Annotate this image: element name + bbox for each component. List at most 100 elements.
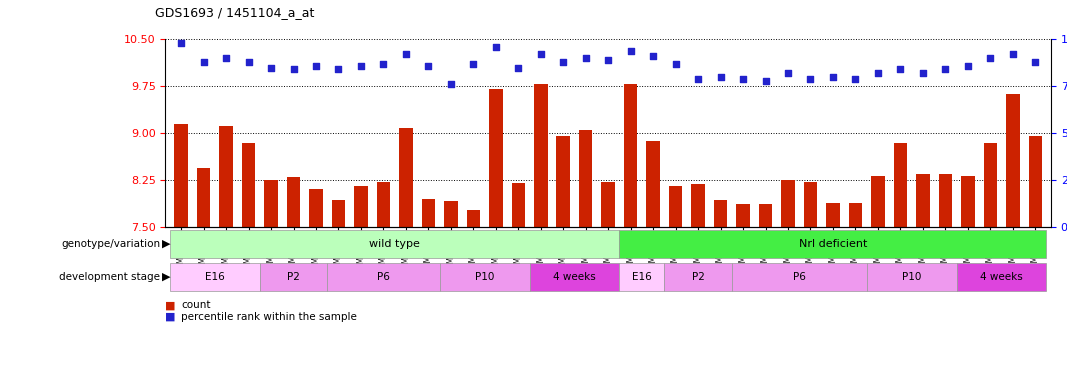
Bar xyxy=(421,199,435,227)
Text: count: count xyxy=(181,300,211,310)
Point xyxy=(510,64,527,70)
Point xyxy=(914,70,931,76)
Text: P6: P6 xyxy=(793,272,806,282)
Point xyxy=(667,61,684,67)
Point xyxy=(937,66,954,72)
Bar xyxy=(781,180,795,227)
Point xyxy=(577,55,594,61)
Point xyxy=(397,51,414,57)
Text: 4 weeks: 4 weeks xyxy=(553,272,595,282)
Point xyxy=(307,63,324,69)
Bar xyxy=(265,180,277,227)
Point xyxy=(218,55,235,61)
Point xyxy=(802,76,819,82)
Bar xyxy=(620,230,1047,258)
Bar xyxy=(242,142,255,227)
Point xyxy=(352,63,369,69)
Bar xyxy=(196,168,210,227)
Text: ■: ■ xyxy=(165,300,176,310)
Text: 4 weeks: 4 weeks xyxy=(981,272,1023,282)
Text: P2: P2 xyxy=(691,272,704,282)
Text: Nrl deficient: Nrl deficient xyxy=(799,239,867,249)
Point xyxy=(173,40,190,46)
Point xyxy=(622,48,639,54)
Bar xyxy=(466,210,480,227)
Bar xyxy=(440,263,529,291)
Bar xyxy=(917,174,929,227)
Text: P2: P2 xyxy=(287,272,300,282)
Bar xyxy=(871,176,885,227)
Point xyxy=(825,74,842,80)
Point xyxy=(1026,59,1044,65)
Text: ▶: ▶ xyxy=(162,239,171,249)
Bar xyxy=(647,141,659,227)
Bar xyxy=(826,203,840,227)
Point xyxy=(757,78,774,84)
Bar xyxy=(354,186,368,227)
Text: P10: P10 xyxy=(902,272,921,282)
Bar xyxy=(1006,94,1020,227)
Bar xyxy=(529,263,620,291)
Text: wild type: wild type xyxy=(369,239,420,249)
Bar xyxy=(894,143,907,227)
Point xyxy=(1004,51,1021,57)
Point xyxy=(240,59,257,65)
Text: E16: E16 xyxy=(632,272,652,282)
Text: E16: E16 xyxy=(205,272,225,282)
Text: ■: ■ xyxy=(165,312,176,321)
Text: GDS1693 / 1451104_a_at: GDS1693 / 1451104_a_at xyxy=(155,6,314,19)
Point xyxy=(734,76,751,82)
Bar xyxy=(287,177,300,227)
Bar xyxy=(557,136,570,227)
Text: P10: P10 xyxy=(475,272,494,282)
Point xyxy=(419,63,436,69)
Point xyxy=(488,44,505,50)
Bar xyxy=(579,130,592,227)
Text: genotype/variation: genotype/variation xyxy=(61,239,160,249)
Bar xyxy=(732,263,866,291)
Bar xyxy=(1029,136,1042,227)
Bar xyxy=(444,201,458,227)
Text: development stage: development stage xyxy=(59,272,160,282)
Text: percentile rank within the sample: percentile rank within the sample xyxy=(181,312,357,321)
Bar xyxy=(328,263,440,291)
Point xyxy=(262,64,280,70)
Bar xyxy=(669,186,683,227)
Bar xyxy=(170,263,259,291)
Bar xyxy=(489,89,503,227)
Point xyxy=(689,76,706,82)
Bar xyxy=(714,200,728,227)
Point xyxy=(959,63,976,69)
Point xyxy=(465,61,482,67)
Point xyxy=(285,66,302,72)
Bar xyxy=(332,200,346,227)
Bar xyxy=(957,263,1047,291)
Bar xyxy=(665,263,732,291)
Bar xyxy=(309,189,322,227)
Bar xyxy=(259,263,328,291)
Bar xyxy=(511,183,525,227)
Bar xyxy=(620,263,665,291)
Point xyxy=(644,53,662,59)
Point xyxy=(555,59,572,65)
Point xyxy=(982,55,999,61)
Bar xyxy=(220,126,233,227)
Text: P6: P6 xyxy=(377,272,389,282)
Bar xyxy=(866,263,957,291)
Bar xyxy=(170,230,620,258)
Bar xyxy=(803,182,817,227)
Bar xyxy=(736,204,750,227)
Point xyxy=(892,66,909,72)
Point xyxy=(847,76,864,82)
Bar xyxy=(534,84,547,227)
Bar xyxy=(759,204,773,227)
Point xyxy=(375,61,392,67)
Bar xyxy=(174,124,188,227)
Bar xyxy=(602,182,615,227)
Bar xyxy=(984,143,997,227)
Text: ▶: ▶ xyxy=(162,272,171,282)
Bar xyxy=(848,203,862,227)
Point xyxy=(712,74,729,80)
Bar xyxy=(691,184,705,227)
Point xyxy=(780,70,797,76)
